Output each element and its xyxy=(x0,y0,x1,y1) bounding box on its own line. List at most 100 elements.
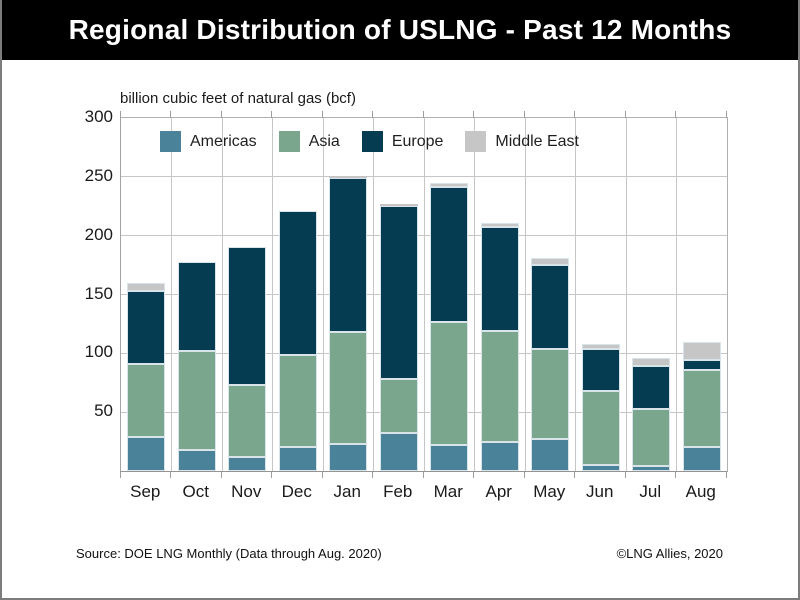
x-tick-label: Aug xyxy=(685,482,716,501)
tick-mark-top xyxy=(574,111,575,118)
bar-segment xyxy=(480,331,519,442)
tick-mark-bottom xyxy=(119,472,121,478)
bar-segment xyxy=(682,369,721,448)
bar-segment xyxy=(632,358,671,367)
bar-segment xyxy=(581,348,620,391)
bar-segment xyxy=(531,439,570,471)
tick-mark-bottom xyxy=(574,472,575,478)
bar xyxy=(480,222,519,471)
gridline-vertical xyxy=(272,118,273,471)
bar-segment xyxy=(581,343,620,349)
title-bar: Regional Distribution of USLNG - Past 12… xyxy=(2,0,798,60)
bar-segment xyxy=(329,178,368,333)
tick-mark-bottom xyxy=(170,472,171,478)
tick-mark-top xyxy=(624,111,626,118)
bar-segment xyxy=(379,433,418,471)
bar-segment xyxy=(480,222,519,228)
bar-segment xyxy=(177,261,216,351)
tick-mark-top xyxy=(473,111,474,118)
bar xyxy=(177,261,216,471)
legend-label: Middle East xyxy=(495,132,579,150)
bar-segment xyxy=(127,290,166,364)
x-tick-label: Mar xyxy=(433,482,463,501)
legend-swatch xyxy=(278,131,300,152)
bar-segment xyxy=(480,441,519,471)
bar-segment xyxy=(379,203,418,207)
x-tick-label: Jan xyxy=(333,482,361,501)
bar-segment xyxy=(127,436,166,471)
tick-mark-top xyxy=(170,111,171,118)
legend-swatch xyxy=(465,131,487,152)
bar-segment xyxy=(379,379,418,434)
tick-mark-top xyxy=(422,111,424,118)
bar-segment xyxy=(682,360,721,370)
tick-mark-bottom xyxy=(321,472,323,478)
bar-segment xyxy=(177,449,216,471)
bar-segment xyxy=(430,321,469,446)
bar xyxy=(278,210,317,471)
x-tick-label: May xyxy=(533,482,566,501)
x-tick-label: Apr xyxy=(485,482,512,501)
x-tick-label: Feb xyxy=(383,482,413,501)
tick-mark-top xyxy=(372,111,373,118)
y-tick-label: 100 xyxy=(84,342,113,362)
bar xyxy=(430,182,469,471)
bar-segment xyxy=(329,175,368,179)
bar-segment xyxy=(278,210,317,355)
bar xyxy=(581,343,620,471)
bar-segment xyxy=(228,247,267,386)
gridline-vertical xyxy=(524,118,526,471)
x-tick-label: Sep xyxy=(130,482,161,501)
tick-mark-bottom xyxy=(372,472,373,478)
legend-item: Asia xyxy=(278,131,340,152)
bar-segment xyxy=(430,182,469,188)
bar-segment xyxy=(682,447,721,471)
legend-label: Asia xyxy=(308,132,340,150)
bar-segment xyxy=(127,363,166,437)
tick-mark-top xyxy=(271,111,272,118)
tick-mark-top xyxy=(220,111,222,118)
bar-segment xyxy=(581,391,620,466)
bar-segment xyxy=(329,443,368,471)
bar xyxy=(228,247,267,471)
bar-segment xyxy=(228,456,267,471)
y-tick-label: 150 xyxy=(84,283,113,303)
bar-segment xyxy=(531,348,570,440)
bar-segment xyxy=(632,366,671,409)
bar xyxy=(531,258,570,471)
tick-mark-top xyxy=(523,111,525,118)
legend-swatch xyxy=(160,131,181,152)
bar-segment xyxy=(379,206,418,380)
gridline-vertical xyxy=(676,118,677,471)
gridline-vertical xyxy=(474,118,475,471)
tick-mark-top xyxy=(725,111,727,118)
gridline-vertical xyxy=(423,118,425,471)
tick-mark-bottom xyxy=(725,472,727,478)
bar-segment xyxy=(682,341,721,361)
gridline-vertical xyxy=(171,118,172,471)
source-note: Source: DOE LNG Monthly (Data through Au… xyxy=(76,546,382,561)
legend-item: Americas xyxy=(160,131,257,152)
y-axis-unit-label: billion cubic feet of natural gas (bcf) xyxy=(120,90,356,107)
bar-segment xyxy=(127,282,166,291)
tick-mark-bottom xyxy=(473,472,474,478)
tick-mark-bottom xyxy=(271,472,272,478)
chart-title: Regional Distribution of USLNG - Past 12… xyxy=(68,14,732,45)
tick-mark-bottom xyxy=(422,472,424,478)
legend-label: Europe xyxy=(391,132,444,150)
x-tick-label: Jun xyxy=(586,482,614,501)
bar-segment xyxy=(531,265,570,349)
x-tick-label: Nov xyxy=(231,482,262,501)
gridline-vertical xyxy=(575,118,576,471)
bar-segment xyxy=(430,187,469,322)
plot-area xyxy=(120,117,728,472)
legend-swatch xyxy=(361,131,383,152)
y-tick-label: 50 xyxy=(94,401,113,421)
tick-mark-top xyxy=(321,111,323,118)
bar-segment xyxy=(177,351,216,450)
tick-mark-bottom xyxy=(523,472,525,478)
bar-segment xyxy=(430,445,469,471)
gridline-vertical xyxy=(221,118,223,471)
tick-mark-top xyxy=(119,111,121,118)
